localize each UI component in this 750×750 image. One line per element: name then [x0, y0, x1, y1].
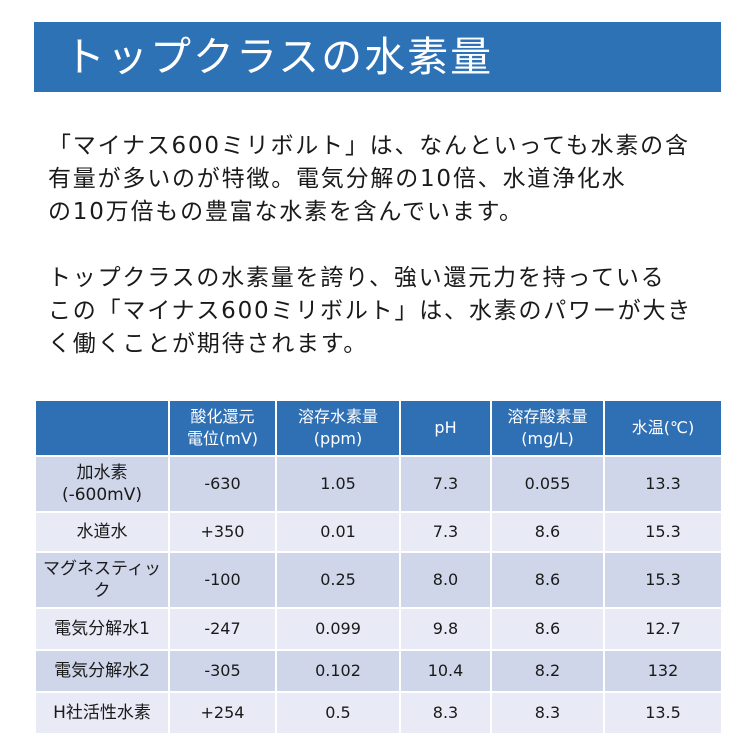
cell-orp: -247	[168, 607, 277, 651]
header-water-temp: 水温(℃)	[603, 399, 723, 457]
row-label-line: H社活性水素	[53, 703, 151, 723]
cell-temp: 15.3	[603, 511, 723, 553]
row-label-line: 電気分解水2	[54, 661, 150, 681]
cell-orp: +350	[168, 511, 277, 553]
title-banner: トップクラスの水素量	[34, 22, 721, 92]
cell-o2: 8.6	[490, 511, 605, 553]
paragraph-line: の10万倍もの豊富な水素を含んでいます。	[48, 199, 524, 225]
table-row: H社活性水素 +254 0.5 8.3 8.3 13.5	[34, 691, 723, 735]
cell-h2: 0.25	[275, 551, 401, 609]
cell-orp: -100	[168, 551, 277, 609]
cell-h2: 0.102	[275, 649, 401, 693]
header-dissolved-oxygen: 溶存酸素量 (mg/L)	[490, 399, 605, 457]
row-label: 加水素 (-600mV)	[34, 455, 170, 513]
header-ph: pH	[399, 399, 492, 457]
row-label: 電気分解水1	[34, 607, 170, 651]
comparison-table: 酸化還元 電位(mV) 溶存水素量 (ppm) pH 溶存酸素量 (mg/L) …	[34, 399, 723, 735]
header-line: (mg/L)	[521, 429, 574, 448]
row-label-line: 電気分解水1	[54, 619, 150, 639]
cell-o2: 8.2	[490, 649, 605, 693]
table-row: 水道水 +350 0.01 7.3 8.6 15.3	[34, 511, 723, 553]
cell-h2: 1.05	[275, 455, 401, 513]
cell-ph: 7.3	[399, 455, 492, 513]
header-orp: 酸化還元 電位(mV)	[168, 399, 277, 457]
cell-ph: 10.4	[399, 649, 492, 693]
paragraph-line: 有量が多いのが特徴。電気分解の10倍、水道浄化水	[48, 166, 627, 192]
cell-h2: 0.01	[275, 511, 401, 553]
cell-temp: 15.3	[603, 551, 723, 609]
paragraph-line: 「マイナス600ミリボルト」は、なんといっても水素の含	[48, 133, 690, 159]
cell-temp: 13.3	[603, 455, 723, 513]
table-header: 酸化還元 電位(mV) 溶存水素量 (ppm) pH 溶存酸素量 (mg/L) …	[34, 399, 723, 457]
cell-o2: 8.6	[490, 607, 605, 651]
table-body: 加水素 (-600mV) -630 1.05 7.3 0.055 13.3 水道…	[34, 455, 723, 735]
detail-paragraph: トップクラスの水素量を誇り、強い還元力を持っている この「マイナス600ミリボル…	[48, 262, 738, 361]
row-label-line: (-600mV)	[61, 485, 143, 505]
header-dissolved-hydrogen: 溶存水素量 (ppm)	[275, 399, 401, 457]
row-label: H社活性水素	[34, 691, 170, 735]
header-line: 水温(℃)	[631, 418, 695, 437]
cell-ph: 8.0	[399, 551, 492, 609]
cell-o2: 0.055	[490, 455, 605, 513]
table-row: 電気分解水1 -247 0.099 9.8 8.6 12.7	[34, 607, 723, 651]
cell-ph: 8.3	[399, 691, 492, 735]
paragraph-line: トップクラスの水素量を誇り、強い還元力を持っている	[48, 265, 666, 291]
header-line: 溶存水素量	[297, 407, 378, 426]
table-row: 電気分解水2 -305 0.102 10.4 8.2 132	[34, 649, 723, 693]
table-row: マグネスティッ ク -100 0.25 8.0 8.6 15.3	[34, 551, 723, 609]
cell-orp: -630	[168, 455, 277, 513]
cell-h2: 0.5	[275, 691, 401, 735]
cell-ph: 9.8	[399, 607, 492, 651]
page-title: トップクラスの水素量	[64, 32, 494, 81]
table-row: 加水素 (-600mV) -630 1.05 7.3 0.055 13.3	[34, 455, 723, 513]
row-label-line: ク	[93, 581, 111, 601]
row-label: マグネスティッ ク	[34, 551, 170, 609]
header-line: 酸化還元	[190, 407, 255, 426]
cell-orp: -305	[168, 649, 277, 693]
cell-temp: 132	[603, 649, 723, 693]
cell-temp: 12.7	[603, 607, 723, 651]
header-line: 溶存酸素量	[507, 407, 588, 426]
intro-paragraph: 「マイナス600ミリボルト」は、なんといっても水素の含 有量が多いのが特徴。電気…	[48, 130, 738, 229]
cell-h2: 0.099	[275, 607, 401, 651]
header-line: 電位(mV)	[186, 429, 259, 448]
cell-temp: 13.5	[603, 691, 723, 735]
row-label: 電気分解水2	[34, 649, 170, 693]
header-line: (ppm)	[313, 429, 363, 448]
row-label-line: マグネスティッ	[43, 559, 161, 579]
row-label-line: 加水素	[76, 463, 128, 483]
paragraph-line: く働くことが期待されます。	[48, 331, 369, 357]
cell-orp: +254	[168, 691, 277, 735]
cell-o2: 8.3	[490, 691, 605, 735]
cell-o2: 8.6	[490, 551, 605, 609]
header-line: pH	[434, 418, 457, 437]
row-label-line: 水道水	[76, 522, 128, 542]
cell-ph: 7.3	[399, 511, 492, 553]
header-empty-cell	[34, 399, 170, 457]
paragraph-line: この「マイナス600ミリボルト」は、水素のパワーが大き	[48, 298, 693, 324]
row-label: 水道水	[34, 511, 170, 553]
